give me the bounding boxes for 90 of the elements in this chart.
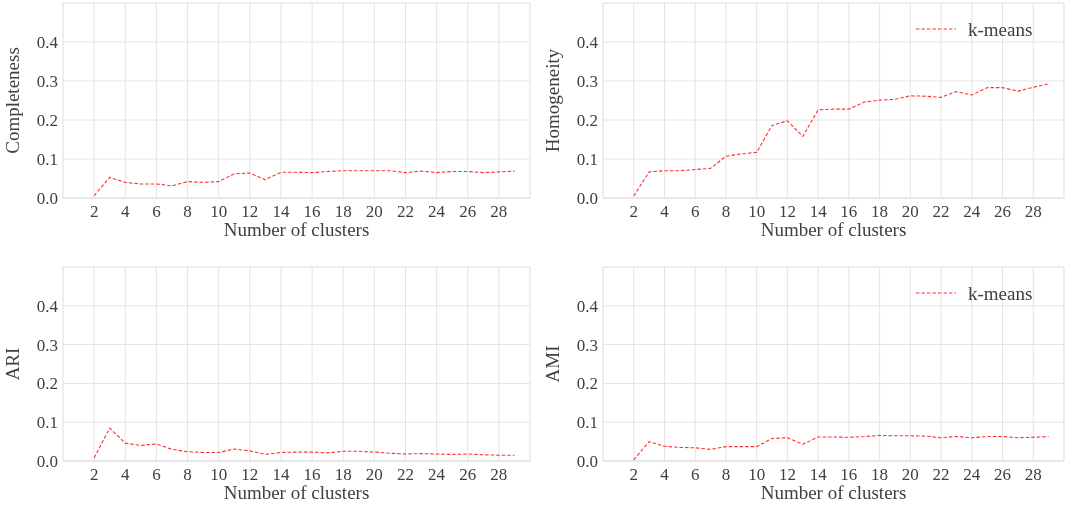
x-tick-label: 10 xyxy=(748,202,766,221)
y-axis-title: AMI xyxy=(542,345,563,383)
x-tick-label: 20 xyxy=(365,202,383,221)
x-tick-label: 24 xyxy=(963,465,981,484)
x-axis-title: Number of clusters xyxy=(760,482,907,503)
x-tick-label: 4 xyxy=(121,465,131,484)
x-tick-label: 14 xyxy=(809,202,828,221)
x-tick-label: 4 xyxy=(660,202,670,221)
x-tick-label: 6 xyxy=(152,202,161,221)
y-tick-label: 0.0 xyxy=(576,188,598,208)
x-tick-label: 22 xyxy=(396,465,414,484)
line-series xyxy=(93,427,515,459)
legend-label: k-means xyxy=(968,282,1033,304)
x-tick-label: 4 xyxy=(121,202,131,221)
y-tick-label: 0.4 xyxy=(576,32,599,52)
x-tick-label: 28 xyxy=(1024,202,1042,221)
x-tick-label: 28 xyxy=(490,465,508,484)
y-tick-label: 0.0 xyxy=(576,451,598,471)
x-tick-label: 24 xyxy=(428,465,446,484)
x-tick-label: 20 xyxy=(901,465,919,484)
x-tick-label: 10 xyxy=(748,465,766,484)
x-tick-label: 24 xyxy=(963,202,981,221)
x-tick-label: 12 xyxy=(778,465,796,484)
x-axis-title: Number of clusters xyxy=(760,219,907,240)
line-series xyxy=(93,170,515,197)
x-tick-label: 28 xyxy=(1024,465,1042,484)
x-tick-label: 6 xyxy=(690,202,700,221)
x-tick-label: 2 xyxy=(89,202,99,221)
legend-label: k-means xyxy=(968,18,1033,40)
y-tick-label: 0.1 xyxy=(36,149,58,169)
x-tick-label: 4 xyxy=(660,465,670,484)
x-tick-label: 16 xyxy=(303,202,321,221)
x-tick-label: 20 xyxy=(901,202,919,221)
y-tick-label: 0.3 xyxy=(36,71,58,91)
y-axis-title: Homogeneity xyxy=(542,48,563,153)
line-series xyxy=(633,83,1050,197)
y-tick-label: 0.2 xyxy=(576,110,598,130)
y-tick-label: 0.4 xyxy=(576,296,599,316)
y-tick-label: 0.1 xyxy=(576,413,598,433)
x-tick-label: 12 xyxy=(241,465,259,484)
x-tick-label: 12 xyxy=(778,202,796,221)
y-tick-label: 0.3 xyxy=(576,335,598,355)
x-tick-label: 2 xyxy=(89,465,99,484)
x-tick-label: 10 xyxy=(210,465,228,484)
x-tick-label: 22 xyxy=(932,202,950,221)
y-tick-label: 0.2 xyxy=(36,374,58,394)
y-tick-label: 0.1 xyxy=(576,149,598,169)
x-tick-label: 8 xyxy=(183,202,192,221)
y-axis-title: Completeness xyxy=(2,47,23,154)
x-tick-label: 16 xyxy=(840,465,858,484)
x-tick-label: 12 xyxy=(241,202,259,221)
x-tick-label: 22 xyxy=(932,465,950,484)
x-tick-label: 18 xyxy=(334,202,352,221)
y-tick-label: 0.0 xyxy=(36,451,58,471)
x-tick-label: 8 xyxy=(721,202,731,221)
x-tick-label: 6 xyxy=(152,465,161,484)
y-tick-label: 0.2 xyxy=(36,110,58,130)
x-tick-label: 16 xyxy=(303,465,321,484)
x-tick-label: 2 xyxy=(629,202,638,221)
x-tick-label: 16 xyxy=(840,202,858,221)
x-tick-label: 10 xyxy=(210,202,228,221)
x-tick-label: 18 xyxy=(871,465,889,484)
y-tick-label: 0.0 xyxy=(36,188,58,208)
x-tick-label: 14 xyxy=(809,465,828,484)
y-tick-label: 0.2 xyxy=(576,374,598,394)
x-axis-title: Number of clusters xyxy=(223,219,370,240)
x-tick-label: 26 xyxy=(459,202,477,221)
x-tick-label: 26 xyxy=(459,465,477,484)
x-tick-label: 24 xyxy=(428,202,446,221)
y-axis-title: ARI xyxy=(2,347,23,381)
x-tick-label: 28 xyxy=(490,202,508,221)
y-tick-label: 0.4 xyxy=(36,296,59,316)
x-tick-label: 22 xyxy=(396,202,414,221)
x-tick-label: 2 xyxy=(629,465,638,484)
y-tick-label: 0.1 xyxy=(36,413,58,433)
x-tick-label: 14 xyxy=(272,465,290,484)
x-tick-label: 26 xyxy=(994,202,1012,221)
x-tick-label: 26 xyxy=(994,465,1012,484)
x-tick-label: 14 xyxy=(272,202,290,221)
y-tick-label: 0.3 xyxy=(576,71,598,91)
y-tick-label: 0.3 xyxy=(36,335,58,355)
x-tick-label: 18 xyxy=(334,465,352,484)
x-tick-label: 8 xyxy=(721,465,731,484)
x-tick-label: 20 xyxy=(365,465,383,484)
x-tick-label: 8 xyxy=(183,465,192,484)
line-series xyxy=(633,434,1050,461)
y-tick-label: 0.4 xyxy=(36,32,59,52)
x-tick-label: 18 xyxy=(871,202,889,221)
x-tick-label: 6 xyxy=(690,465,700,484)
x-axis-title: Number of clusters xyxy=(223,482,370,503)
